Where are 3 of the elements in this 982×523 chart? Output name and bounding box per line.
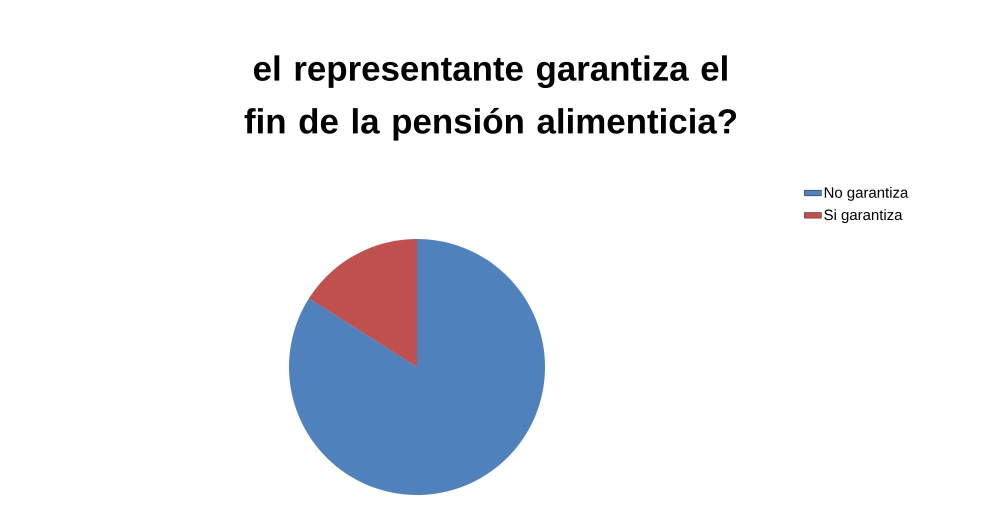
legend-label: No garantiza [824, 186, 908, 201]
chart-title: el representante garantiza el fin de la pensión alimenticia? [244, 55, 736, 141]
legend-label: Si garantiza [824, 209, 902, 224]
